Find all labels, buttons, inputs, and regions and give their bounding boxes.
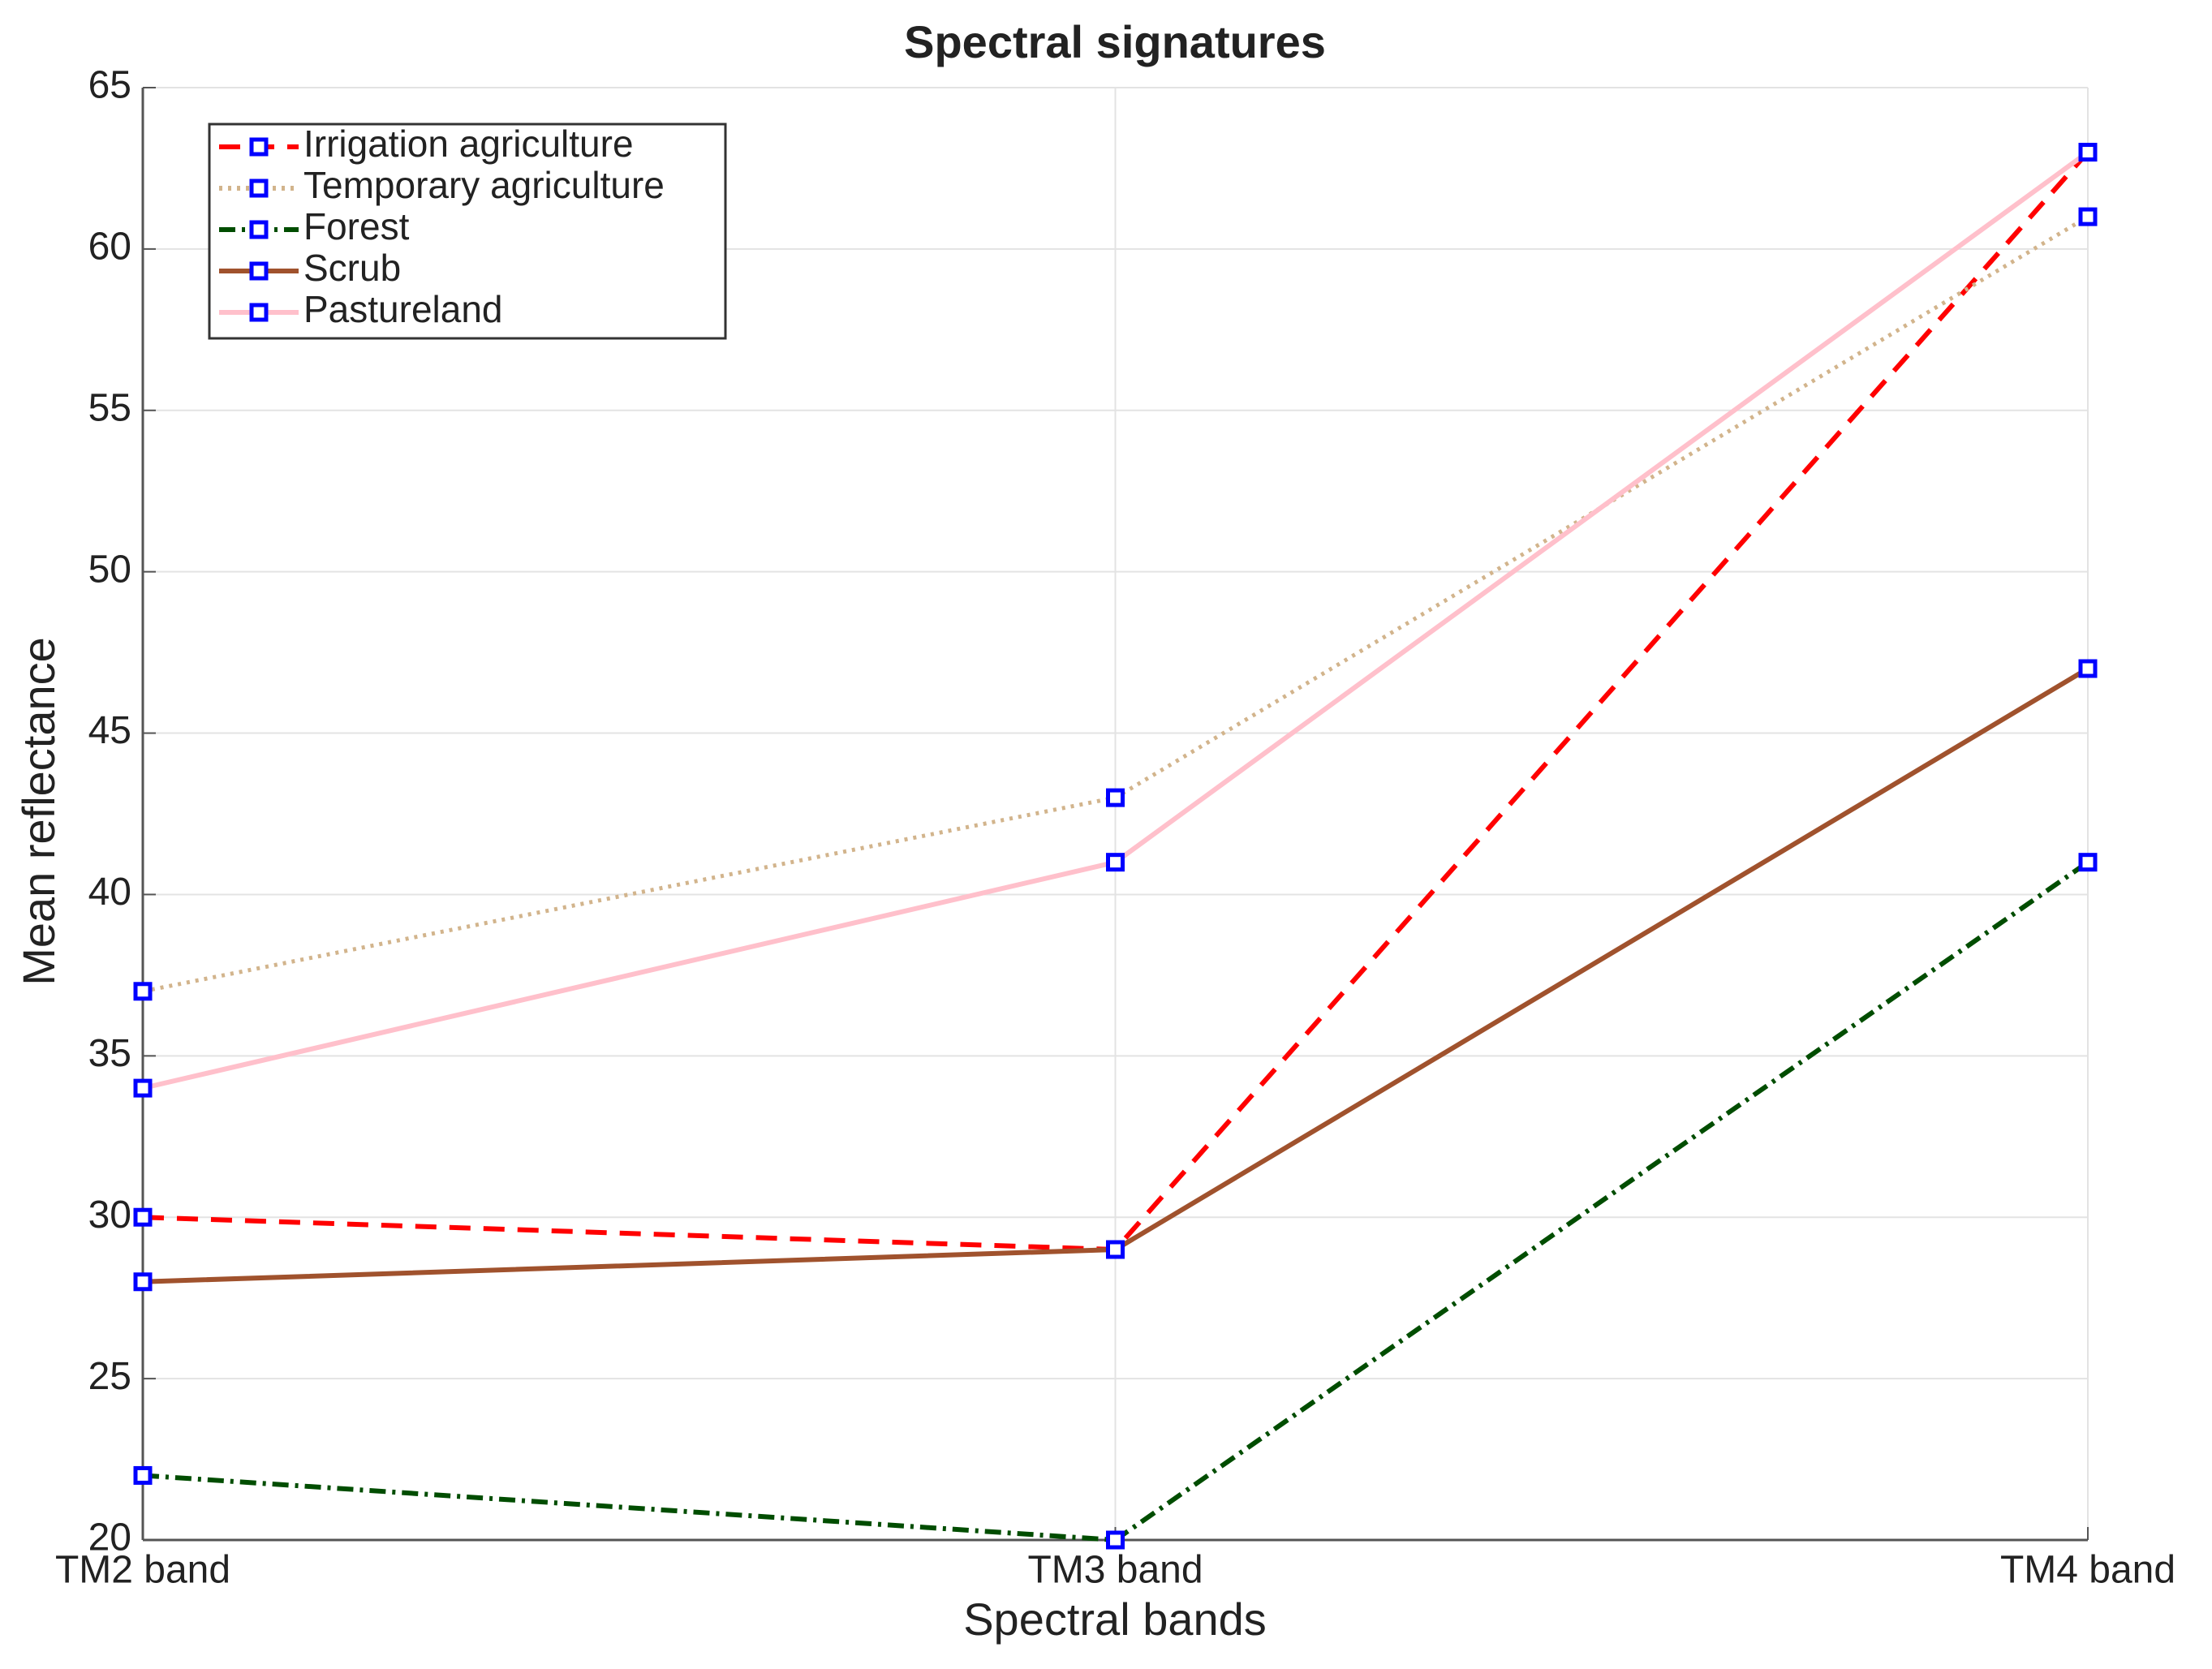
marker bbox=[2078, 853, 2098, 872]
x-tick-label: TM3 band bbox=[1027, 1549, 1203, 1592]
y-tick-label: 40 bbox=[88, 871, 131, 914]
marker bbox=[2078, 207, 2098, 226]
y-tick-label: 30 bbox=[88, 1194, 131, 1237]
marker bbox=[133, 982, 153, 1001]
marker bbox=[1106, 788, 1125, 807]
y-tick-label: 25 bbox=[88, 1355, 131, 1398]
y-tick-label: 35 bbox=[88, 1032, 131, 1075]
marker bbox=[1106, 853, 1125, 872]
legend-marker bbox=[249, 179, 269, 198]
marker bbox=[1106, 1530, 1125, 1550]
x-tick-label: TM4 band bbox=[2000, 1549, 2175, 1592]
y-tick-label: 45 bbox=[88, 709, 131, 752]
legend-label: Temporary agriculture bbox=[303, 164, 665, 206]
legend-marker bbox=[249, 303, 269, 322]
marker bbox=[2078, 659, 2098, 678]
x-tick-label: TM2 band bbox=[55, 1549, 230, 1592]
x-axis-label: Spectral bands bbox=[963, 1594, 1267, 1645]
chart-title: Spectral signatures bbox=[904, 16, 1326, 67]
legend-label: Forest bbox=[303, 205, 410, 247]
marker bbox=[133, 1272, 153, 1292]
marker bbox=[1106, 1240, 1125, 1259]
marker bbox=[2078, 143, 2098, 162]
legend-marker bbox=[249, 137, 269, 157]
y-tick-label: 55 bbox=[88, 386, 131, 429]
y-tick-label: 20 bbox=[88, 1516, 131, 1559]
legend-label: Irrigation agriculture bbox=[303, 123, 634, 165]
legend-marker bbox=[249, 261, 269, 281]
legend-label: Scrub bbox=[303, 247, 401, 289]
marker bbox=[133, 1465, 153, 1485]
marker bbox=[133, 1078, 153, 1098]
legend-label: Pastureland bbox=[303, 288, 503, 330]
marker bbox=[133, 1207, 153, 1227]
y-axis-label: Mean reflectance bbox=[13, 637, 64, 986]
legend-marker bbox=[249, 220, 269, 239]
y-tick-label: 60 bbox=[88, 226, 131, 269]
y-tick-label: 65 bbox=[88, 64, 131, 107]
y-tick-label: 50 bbox=[88, 548, 131, 591]
